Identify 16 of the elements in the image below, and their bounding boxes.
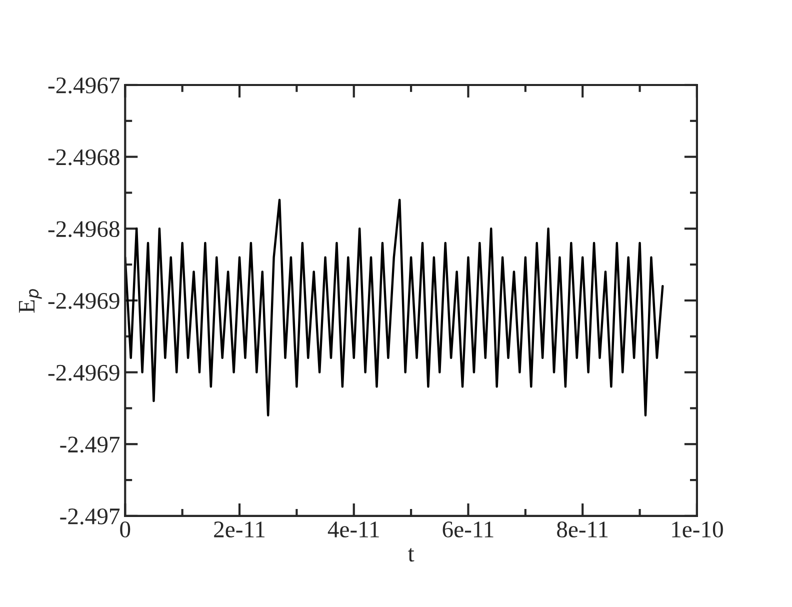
x-tick-label: 1e-10 [672,521,723,538]
y-tick-label: -2.4968 [48,149,120,166]
line-series [125,198,664,416]
y-axis-title: E$_{p}$ [19,289,42,313]
y-tick-label: -2.4969 [48,364,120,381]
x-tick-label: 6e-11 [442,522,494,538]
x-tick-label: 8e-11 [557,521,608,538]
y-tick-label: -2.497 [60,436,120,453]
x-tick-label: 4e-11 [328,522,379,538]
x-tick-label: 0 [120,521,130,538]
y-tick-label: -2.4967 [48,78,120,94]
y-tick-label: -2.4969 [48,293,120,309]
x-axis-title: t [408,548,414,562]
y-tick-label: -2.4968 [48,221,120,238]
y-tick-label: -2.497 [60,508,120,524]
x-tick-label: 2e-11 [214,522,265,538]
